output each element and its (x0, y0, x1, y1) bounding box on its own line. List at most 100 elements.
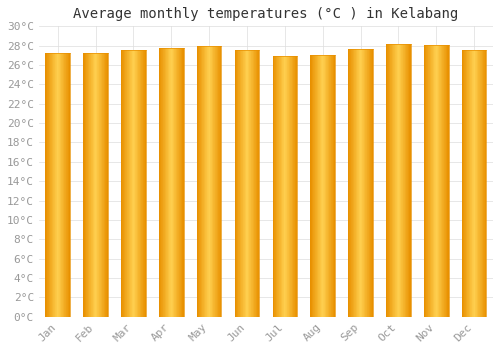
Bar (445, 45, 446, 317)
Bar (288, 56, 289, 317)
Bar (283, 56, 284, 317)
Bar (466, 50, 468, 317)
Bar (392, 44, 393, 317)
Bar (333, 55, 334, 317)
Bar (240, 50, 241, 317)
Bar (174, 48, 175, 317)
Bar (352, 49, 353, 317)
Bar (426, 45, 427, 317)
Bar (474, 50, 476, 317)
Bar (237, 50, 238, 317)
Bar (69, 54, 70, 317)
Bar (85, 54, 86, 317)
Bar (327, 55, 328, 317)
Bar (393, 44, 394, 317)
Bar (58, 54, 59, 317)
Bar (277, 56, 278, 317)
Bar (326, 55, 327, 317)
Bar (290, 56, 291, 317)
Bar (97, 54, 98, 317)
Bar (102, 54, 103, 317)
Bar (198, 46, 200, 317)
Bar (286, 56, 288, 317)
Bar (334, 55, 335, 317)
Bar (465, 50, 466, 317)
Bar (130, 49, 131, 317)
Bar (444, 45, 445, 317)
Bar (294, 56, 296, 317)
Bar (316, 55, 317, 317)
Bar (219, 46, 220, 317)
Bar (51, 54, 52, 317)
Bar (369, 49, 370, 317)
Bar (442, 45, 443, 317)
Bar (402, 44, 404, 317)
Bar (435, 45, 436, 317)
Bar (397, 44, 398, 317)
Bar (330, 55, 332, 317)
Bar (57, 54, 58, 317)
Bar (371, 49, 372, 317)
Bar (164, 48, 165, 317)
Bar (137, 49, 138, 317)
Bar (162, 48, 164, 317)
Bar (128, 49, 129, 317)
Bar (362, 49, 363, 317)
Bar (408, 44, 409, 317)
Bar (321, 55, 322, 317)
Bar (144, 49, 145, 317)
Bar (464, 50, 465, 317)
Bar (389, 44, 390, 317)
Bar (98, 54, 100, 317)
Bar (310, 55, 311, 317)
Bar (386, 44, 388, 317)
Bar (254, 50, 255, 317)
Title: Average monthly temperatures (°C ) in Kelabang: Average monthly temperatures (°C ) in Ke… (74, 7, 458, 21)
Bar (181, 48, 182, 317)
Bar (320, 55, 321, 317)
Bar (160, 48, 161, 317)
Bar (391, 44, 392, 317)
Bar (180, 48, 181, 317)
Bar (477, 50, 478, 317)
Bar (60, 54, 61, 317)
Bar (169, 48, 170, 317)
Bar (175, 48, 176, 317)
Bar (482, 50, 484, 317)
Bar (239, 50, 240, 317)
Bar (353, 49, 354, 317)
Bar (332, 55, 333, 317)
Bar (123, 49, 124, 317)
Bar (202, 46, 203, 317)
Bar (220, 46, 221, 317)
Bar (311, 55, 312, 317)
Bar (394, 44, 396, 317)
Bar (205, 46, 206, 317)
Bar (280, 56, 281, 317)
Bar (319, 55, 320, 317)
Bar (84, 54, 85, 317)
Bar (50, 54, 51, 317)
Bar (250, 50, 252, 317)
Bar (122, 49, 123, 317)
Bar (177, 48, 178, 317)
Bar (434, 45, 435, 317)
Bar (409, 44, 410, 317)
Bar (94, 54, 95, 317)
Bar (399, 44, 400, 317)
Bar (471, 50, 472, 317)
Bar (248, 50, 249, 317)
Bar (252, 50, 253, 317)
Bar (125, 49, 126, 317)
Bar (168, 48, 169, 317)
Bar (170, 48, 172, 317)
Bar (293, 56, 294, 317)
Bar (96, 54, 97, 317)
Bar (292, 56, 293, 317)
Bar (218, 46, 219, 317)
Bar (52, 54, 53, 317)
Bar (62, 54, 64, 317)
Bar (90, 54, 92, 317)
Bar (349, 49, 350, 317)
Bar (278, 56, 280, 317)
